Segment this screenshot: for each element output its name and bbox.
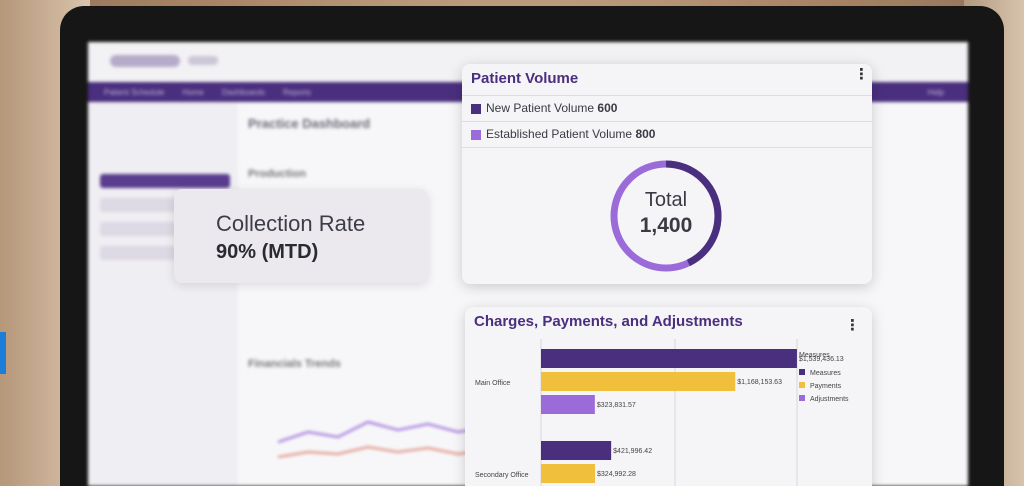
legend-label: Measures <box>810 370 841 377</box>
charges-card: Charges, Payments, and Adjustments ⋮ Mai… <box>465 307 872 486</box>
page-title: Practice Dashboard <box>248 116 371 131</box>
collection-rate-value: 90% (MTD) <box>216 241 319 263</box>
app-sidebar <box>88 102 238 486</box>
collection-rate-label: Collection Rate <box>216 211 366 236</box>
donut-total-label: Total <box>644 189 688 211</box>
chart-data-label: $421,996.42 <box>613 448 652 455</box>
chart-bar-payments[interactable] <box>541 372 736 391</box>
sidebar-item-active[interactable] <box>100 174 230 188</box>
new-patient-swatch <box>471 104 481 114</box>
established-patient-swatch <box>471 130 481 140</box>
charges-title: Charges, Payments, and Adjustments <box>474 313 743 330</box>
collection-rate-card: Collection Rate 90% (MTD) <box>174 189 428 283</box>
legend-new-patient: New Patient Volume 600 <box>462 95 872 121</box>
legend-swatch <box>799 395 805 401</box>
established-patient-value: 800 <box>635 127 656 141</box>
charges-bar-chart: Main Office $1,539,436.13 $1,168,153.63 $32… <box>475 339 849 486</box>
patient-volume-title: Patient Volume <box>471 70 579 87</box>
legend-established-patient: Established Patient Volume 800 <box>462 121 872 147</box>
new-patient-value: 600 <box>597 101 618 115</box>
patient-volume-card: Patient Volume ⋮ New Patient Volume 600 … <box>462 64 872 284</box>
nav-item-help[interactable]: Help <box>927 87 944 97</box>
section-production: Production <box>248 168 307 180</box>
new-patient-legend: New Patient Volume 600 <box>486 101 617 115</box>
established-patient-legend: Established Patient Volume 800 <box>486 127 655 141</box>
chart-data-label: $324,992.28 <box>597 471 636 478</box>
chart-data-label: $1,168,153.63 <box>737 379 782 386</box>
section-trends: Financials Trends <box>248 358 341 370</box>
nav-item-reports[interactable]: Reports <box>282 87 311 97</box>
app-user-menu[interactable] <box>188 56 218 65</box>
legend-swatch <box>799 382 805 388</box>
nav-item-dashboards[interactable]: Dashboards <box>221 87 265 97</box>
legend-title: Measures <box>799 352 830 359</box>
patient-volume-donut <box>610 160 722 272</box>
app-logo <box>110 55 180 67</box>
new-patient-label: New Patient Volume <box>486 101 595 115</box>
donut-new-segment <box>610 160 722 272</box>
chart-bar-measures[interactable] <box>541 349 797 368</box>
chart-data-label: $1,539,436.13 <box>799 356 844 363</box>
divider <box>462 147 872 148</box>
legend-label: Adjustments <box>810 396 849 403</box>
accent-bar <box>0 332 6 374</box>
chart-bar-payments[interactable] <box>541 464 596 483</box>
more-options-icon[interactable]: ⋮ <box>845 317 860 334</box>
legend-swatch <box>799 369 805 375</box>
chart-bar-measures[interactable] <box>541 441 612 460</box>
chart-category-label: Secondary Office <box>475 472 529 479</box>
chart-bar-adjustments[interactable] <box>541 395 595 414</box>
more-options-icon[interactable]: ⋮ <box>854 66 869 83</box>
legend-label: Payments <box>810 383 842 390</box>
chart-category-label: Main Office <box>475 380 510 387</box>
nav-item-schedule[interactable]: Patient Schedule <box>104 87 165 97</box>
chart-data-label: $323,831.57 <box>597 402 636 409</box>
nav-item-home[interactable]: Home <box>182 87 204 97</box>
donut-total-value: 1,400 <box>639 214 693 237</box>
established-patient-label: Established Patient Volume <box>486 127 633 141</box>
